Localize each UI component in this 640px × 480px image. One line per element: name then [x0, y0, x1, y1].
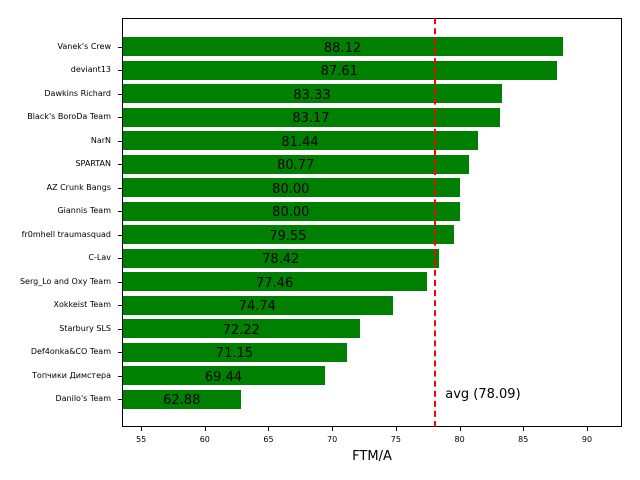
y-tick-label: Giannis Team	[57, 206, 111, 215]
bar-value-label: 80.77	[277, 158, 315, 173]
x-tick-label: 60	[199, 435, 210, 444]
y-tick-label: C-Lav	[88, 253, 111, 262]
bar	[123, 342, 347, 362]
y-tick-label: fr0mhell traumasquad	[21, 229, 111, 239]
bar-value-label: 77.46	[256, 275, 294, 291]
bar-value-label: 79.55	[269, 228, 307, 244]
y-tick-label: Dawkins Richard	[44, 88, 111, 98]
x-tick-mark	[332, 427, 334, 431]
y-tick-mark	[118, 211, 122, 212]
bar	[123, 201, 460, 221]
y-tick-label: Def4onka&CO Team	[30, 347, 111, 356]
y-tick-mark	[118, 281, 122, 283]
x-tick-label: 70	[327, 435, 338, 444]
bar	[123, 389, 242, 409]
y-tick-mark	[118, 46, 122, 48]
x-tick-label: 85	[518, 435, 529, 444]
x-tick-label: 90	[581, 435, 593, 444]
y-tick-label: Xokkeist Team	[53, 300, 112, 309]
y-tick-mark	[118, 70, 122, 71]
y-tick-label: SPARTAN	[75, 159, 111, 168]
x-tick-label: 80	[454, 435, 465, 444]
bar-value-label: 83.17	[292, 111, 330, 126]
bar	[123, 272, 428, 291]
x-tick-label: 65	[263, 435, 274, 444]
bar	[123, 154, 470, 174]
x-tick-mark	[523, 427, 525, 431]
bar	[123, 366, 326, 385]
y-tick-mark	[118, 375, 122, 377]
x-axis-label: FTM/A	[352, 449, 392, 464]
x-tick-mark	[268, 427, 270, 431]
y-tick-label: AZ Crunk Bangs	[46, 182, 111, 192]
bar	[123, 248, 440, 268]
bar	[123, 84, 502, 103]
y-tick-mark	[118, 164, 122, 165]
bar	[123, 131, 478, 150]
x-tick-label: 75	[390, 435, 401, 444]
x-tick-mark	[141, 427, 143, 431]
bar	[123, 178, 460, 197]
bar-value-label: 83.33	[293, 87, 331, 103]
y-tick-label: deviant13	[70, 65, 111, 74]
x-tick-mark	[204, 427, 206, 431]
bar-value-label: 71.15	[215, 346, 254, 361]
y-tick-mark	[118, 234, 122, 236]
y-tick-mark	[118, 328, 122, 330]
bar-value-label: 78.42	[262, 252, 300, 267]
bar-value-label: 69.44	[204, 369, 243, 385]
y-tick-label: Vanek's Crew	[57, 41, 111, 51]
bar	[123, 295, 393, 315]
plot-area	[122, 18, 622, 427]
average-label: avg (78.09)	[445, 387, 521, 402]
x-tick-mark	[459, 427, 461, 431]
bar-value-label: 74.74	[238, 299, 276, 314]
y-tick-mark	[118, 117, 122, 118]
y-tick-label: Serg_Lo and Oxy Team	[19, 276, 111, 286]
bar	[123, 37, 564, 56]
bar-value-label: 81.44	[281, 134, 319, 150]
y-tick-label: Топчики Димстера	[32, 370, 111, 380]
x-tick-mark	[395, 427, 397, 431]
y-tick-mark	[118, 93, 122, 95]
x-tick-label: 55	[136, 435, 147, 444]
bar-value-label: 87.61	[320, 64, 358, 79]
bar-value-label: 80.00	[272, 181, 310, 197]
bar	[123, 225, 454, 244]
y-tick-mark	[118, 140, 122, 142]
average-reference-line	[434, 18, 437, 427]
y-tick-label: Danilo's Team	[55, 394, 111, 403]
y-tick-label: Black's BoroDa Team	[27, 112, 111, 121]
bar-value-label: 62.88	[163, 393, 201, 408]
y-tick-mark	[118, 187, 122, 189]
y-tick-mark	[118, 352, 122, 353]
bar-value-label: 88.12	[323, 40, 362, 56]
y-tick-mark	[118, 399, 122, 400]
y-tick-mark	[118, 258, 122, 259]
y-tick-mark	[118, 305, 122, 306]
bar	[123, 319, 361, 338]
bar-value-label: 80.00	[272, 205, 310, 220]
bar-value-label: 72.22	[222, 322, 260, 338]
y-tick-label: Starbury SLS	[59, 323, 111, 333]
bar	[123, 107, 500, 127]
y-tick-label: NarN	[90, 135, 111, 145]
bar	[123, 60, 557, 80]
x-tick-mark	[586, 427, 588, 431]
